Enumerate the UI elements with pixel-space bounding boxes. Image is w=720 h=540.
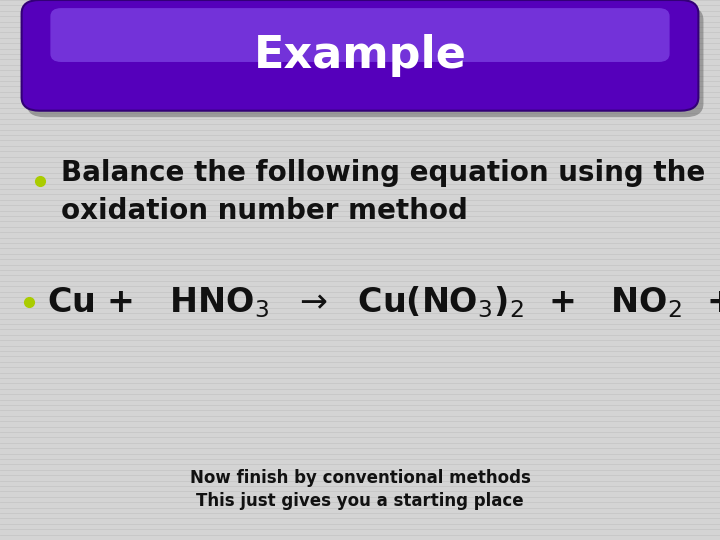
Text: oxidation number method: oxidation number method: [61, 197, 468, 225]
Text: Cu +   HNO$_3$  $\rightarrow$  Cu(NO$_3$)$_2$  +   NO$_2$  +  H$_2$O: Cu + HNO$_3$ $\rightarrow$ Cu(NO$_3$)$_2…: [47, 285, 720, 320]
FancyBboxPatch shape: [50, 8, 670, 62]
FancyBboxPatch shape: [22, 0, 698, 111]
Text: Now finish by conventional methods: Now finish by conventional methods: [189, 469, 531, 487]
Text: Balance the following equation using the: Balance the following equation using the: [61, 159, 706, 187]
Text: This just gives you a starting place: This just gives you a starting place: [196, 491, 524, 510]
Text: Example: Example: [253, 34, 467, 77]
FancyBboxPatch shape: [27, 6, 703, 117]
